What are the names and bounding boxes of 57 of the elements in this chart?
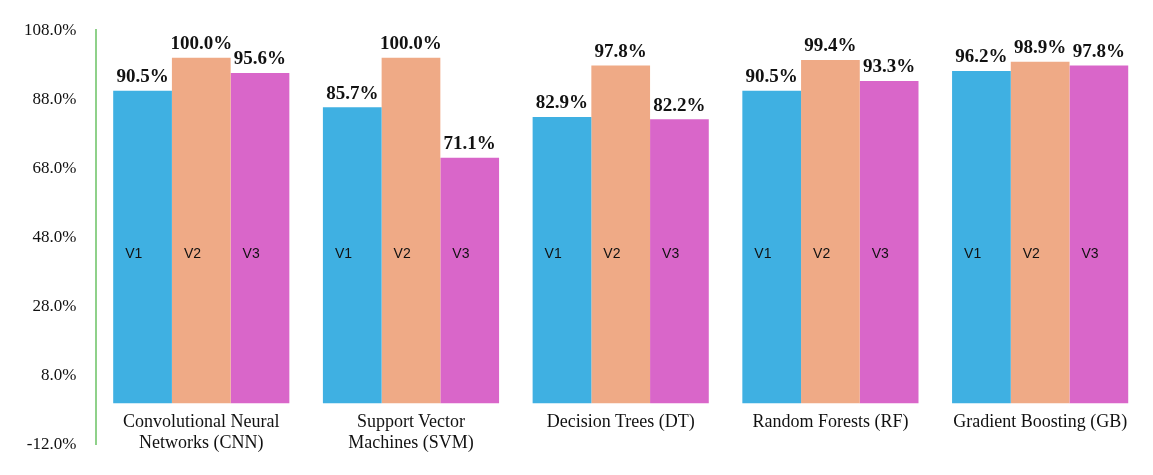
bar (532, 116, 592, 404)
bar (113, 90, 172, 404)
data-label: 85.7% (326, 81, 379, 103)
data-label: 97.8% (1072, 39, 1125, 61)
y-tick-label: 88.0% (32, 88, 77, 108)
bar (322, 107, 382, 404)
text: V3 (452, 244, 470, 261)
text: V3 (242, 244, 260, 261)
text: V2 (1022, 244, 1040, 261)
bar (230, 73, 290, 404)
x-tick-label: Support Vector Machines (SVM) (348, 410, 474, 454)
text: V1 (125, 244, 143, 261)
data-label: 95.6% (233, 47, 287, 69)
bar (1010, 61, 1070, 404)
bar (591, 65, 651, 404)
y-tick-label: 8.0% (40, 365, 77, 385)
series-label: V2 (603, 244, 621, 261)
data-label: 99.4% (804, 34, 857, 56)
text: V2 (393, 244, 411, 261)
text: V3 (1081, 244, 1099, 261)
bar (1069, 65, 1129, 404)
data-label: 100.0% (170, 32, 233, 54)
x-tick-label: Random Forests (RF) (752, 410, 909, 432)
y-tick-label: -12.0% (26, 434, 77, 454)
text: V1 (964, 244, 982, 261)
bar (742, 90, 802, 404)
bar (801, 59, 860, 404)
bar (440, 157, 500, 404)
text: V3 (871, 244, 889, 261)
text: V1 (544, 244, 562, 261)
y-tick-label: 28.0% (32, 296, 77, 316)
y-tick-label: 48.0% (32, 226, 77, 246)
data-label: 90.5% (745, 65, 798, 87)
x-tick-label: Gradient Boosting (GB) (953, 410, 1128, 432)
text: V2 (183, 244, 202, 261)
bar (381, 57, 441, 404)
data-label: 98.9% (1014, 36, 1067, 58)
data-label: 71.1% (443, 132, 496, 154)
series-label: V1 (334, 244, 353, 261)
data-label: 100.0% (380, 32, 442, 54)
bar (171, 57, 231, 404)
bar (952, 70, 1011, 404)
text: V2 (813, 244, 831, 261)
x-tick-label: Convolutional Neural Networks (CNN) (123, 410, 280, 454)
data-label: 97.8% (594, 39, 647, 61)
data-label: 82.9% (535, 91, 589, 113)
data-label: 93.3% (863, 55, 916, 77)
series-label: V3 (662, 244, 680, 261)
text: V1 (754, 244, 772, 261)
x-tick-label: Decision Trees (DT) (546, 410, 695, 432)
data-label: 96.2% (955, 45, 1008, 67)
data-label: 90.5% (116, 65, 169, 87)
data-label: 82.2% (653, 93, 706, 115)
bar (650, 119, 709, 404)
y-tick-label: 108.0% (23, 19, 77, 39)
bar (859, 80, 919, 404)
y-tick-label: 68.0% (32, 157, 77, 177)
